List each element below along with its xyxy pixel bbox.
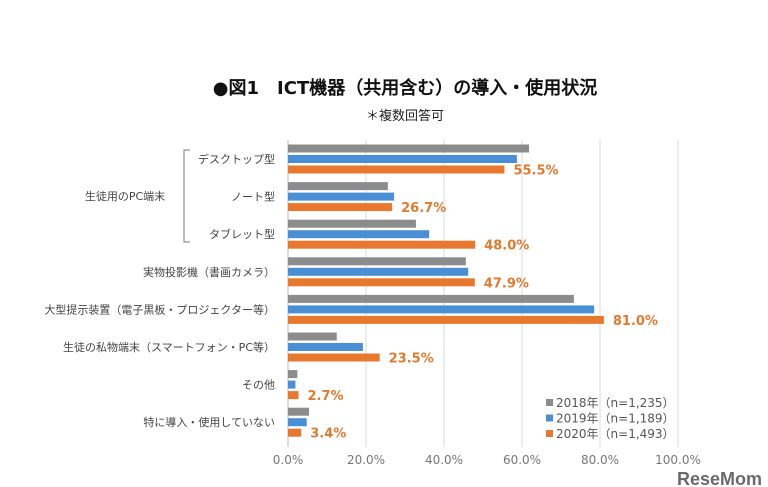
category-label: タブレット型 [209, 227, 275, 241]
bar-2019 [288, 305, 595, 314]
data-label: 81.0% [613, 314, 658, 329]
category-label: 生徒の私物端末（スマートフォン・PC等） [63, 340, 275, 354]
legend-entry: 2019年（n=1,189） [556, 412, 675, 426]
bar-2019 [288, 343, 363, 351]
x-tick-label: 0.0% [273, 453, 304, 467]
x-tick-label: 40.0% [425, 453, 463, 467]
resemom-logo: ReseMom [677, 469, 762, 487]
x-tick-label: 20.0% [347, 453, 385, 467]
bar-2019 [288, 267, 469, 276]
bar-2018 [288, 219, 416, 228]
x-tick-label: 100.0% [655, 453, 701, 467]
bar-2019 [288, 192, 395, 201]
x-tick-label: 80.0% [581, 453, 619, 467]
bar-2019 [288, 380, 296, 389]
bar-2020 [288, 315, 604, 324]
group-label: 生徒用のPC端末 [85, 189, 165, 203]
group-bracket [183, 149, 190, 243]
data-label: 55.5% [513, 164, 558, 179]
bar-2020 [288, 391, 299, 400]
bar-2019 [288, 230, 430, 239]
legend-swatch [546, 414, 553, 422]
category-label: 特に導入・使用していない [143, 415, 275, 429]
bar-2018 [288, 370, 298, 379]
chart-subtitle: ＊複数回答可 [366, 108, 444, 124]
data-label: 47.9% [484, 276, 529, 291]
category-label: デスクトップ型 [198, 152, 275, 166]
bar-2018 [288, 407, 310, 416]
bar-2020 [288, 165, 505, 174]
bar-2020 [288, 428, 302, 437]
bar-2020 [288, 240, 476, 249]
category-label: 大型提示装置（電子黒板・プロジェクター等） [44, 302, 275, 316]
legend-swatch [546, 399, 553, 406]
legend-entry: 2020年（n=1,493） [556, 427, 675, 441]
category-label: 実物投影機（書画カメラ） [143, 265, 275, 279]
bar-2020 [288, 203, 393, 212]
bar-2019 [288, 155, 517, 163]
bar-2018 [288, 144, 530, 153]
category-label: その他 [242, 379, 275, 392]
data-label: 2.7% [308, 389, 344, 404]
bar-2020 [288, 353, 380, 362]
bar-2018 [288, 182, 388, 191]
bar-2018 [288, 332, 337, 341]
category-label: ノート型 [231, 190, 275, 204]
bar-2020 [288, 278, 475, 287]
legend-swatch [546, 430, 553, 437]
chart-title: ●図1 ICT機器（共用含む）の導入・使用状況 [213, 77, 597, 99]
bar-2019 [288, 418, 307, 427]
data-label: 26.7% [401, 201, 446, 216]
bar-2018 [288, 294, 574, 303]
data-label: 48.0% [484, 239, 529, 254]
legend-entry: 2018年（n=1,235） [556, 396, 675, 410]
bar-2018 [288, 257, 466, 266]
data-label: 23.5% [389, 352, 434, 367]
data-label: 3.4% [310, 427, 346, 442]
x-tick-label: 60.0% [503, 453, 541, 467]
